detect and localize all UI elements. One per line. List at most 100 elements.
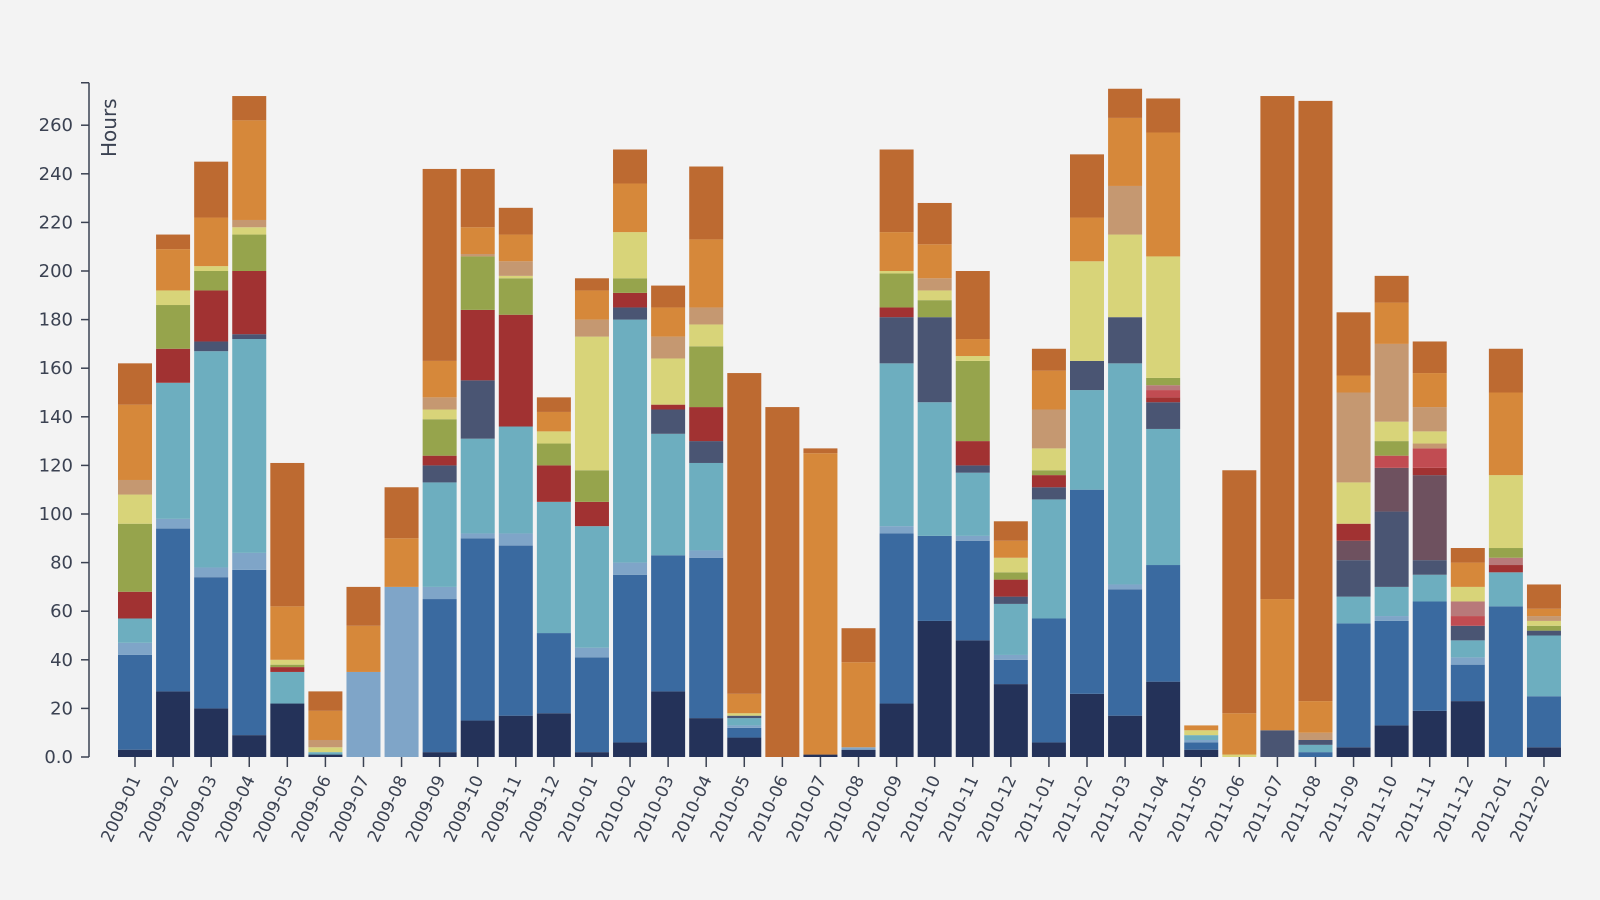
bar-segment <box>422 360 457 398</box>
bar-segment <box>1108 117 1143 186</box>
bar-stack-2012-01 <box>1488 348 1523 757</box>
bar-segment <box>613 278 648 293</box>
bar-segment <box>194 341 229 352</box>
bar-segment <box>460 227 495 254</box>
bar-segment <box>1336 392 1371 483</box>
bar-segment <box>1070 154 1104 218</box>
bars <box>118 88 1561 757</box>
y-tick-label: 100 <box>39 504 73 525</box>
bar-segment <box>993 579 1028 597</box>
bar-segment <box>1488 548 1523 558</box>
y-tick-label: 140 <box>39 407 73 428</box>
x-axis-labels: 2009-012009-022009-032009-042009-052009-… <box>97 757 1554 845</box>
bar-segment <box>727 713 762 716</box>
bar-segment <box>841 628 876 663</box>
bar-segment <box>498 275 533 279</box>
bar-segment <box>156 348 191 383</box>
bar-segment <box>1412 601 1447 711</box>
bar-stack-2010-01 <box>574 278 609 757</box>
bar-segment <box>1488 348 1523 393</box>
bar-segment <box>1260 96 1295 600</box>
bar-stack-2009-08 <box>384 487 419 757</box>
bar-segment <box>879 149 914 233</box>
bar-segment <box>574 278 609 291</box>
bar-segment <box>1222 713 1257 755</box>
bar-stack-2009-11 <box>498 207 533 757</box>
bar-stack-2010-11 <box>955 271 990 757</box>
bar-segment <box>460 720 495 757</box>
bar-stack-2009-12 <box>536 397 571 757</box>
bar-segment <box>574 657 609 753</box>
bar-stack-2011-11 <box>1412 341 1447 757</box>
bar-segment <box>1488 565 1523 573</box>
bar-segment <box>1260 730 1295 757</box>
bar-segment <box>727 693 762 714</box>
bar-segment <box>993 596 1028 604</box>
y-axis: 0.0 20 40 60 80 100 120 140 160 180 200 220 240 260 <box>39 82 90 768</box>
bar-segment <box>993 654 1028 660</box>
bar-segment <box>955 360 990 442</box>
bar-stack-2009-03 <box>194 161 229 757</box>
bar-segment <box>917 202 952 245</box>
bar-segment <box>346 671 381 757</box>
bar-segment <box>574 526 609 648</box>
bar-segment <box>460 438 495 534</box>
bar-segment <box>1336 312 1371 376</box>
bar-segment <box>422 397 457 410</box>
bar-stack-2011-03 <box>1108 88 1143 757</box>
bar-segment <box>232 234 267 271</box>
bar-segment <box>1336 747 1371 757</box>
bar-segment <box>727 373 762 694</box>
bar-segment <box>118 523 152 592</box>
bar-segment <box>1184 735 1219 740</box>
y-tick-label: 240 <box>39 164 73 185</box>
bar-segment <box>651 358 686 405</box>
bar-segment <box>613 574 648 743</box>
bar-segment <box>1031 448 1066 471</box>
bar-segment <box>460 533 495 539</box>
bar-segment <box>536 633 571 714</box>
bar-stack-2011-02 <box>1070 154 1104 757</box>
y-tick-label: 220 <box>39 212 73 233</box>
bar-segment <box>1031 409 1066 449</box>
bar-segment <box>841 747 876 750</box>
bar-segment <box>727 715 762 719</box>
y-tick-label: 0.0 <box>44 747 73 768</box>
bar-segment <box>727 718 762 726</box>
bar-segment <box>765 407 800 757</box>
y-tick-label: 40 <box>50 650 73 671</box>
bar-segment <box>613 183 648 233</box>
bar-segment <box>1412 443 1447 449</box>
bar-segment <box>422 465 457 483</box>
bar-segment <box>422 752 457 757</box>
bar-stack-2010-12 <box>993 521 1028 757</box>
bar-segment <box>1526 608 1561 617</box>
y-tick-label: 160 <box>39 358 73 379</box>
bar-segment <box>1108 584 1143 590</box>
bar-segment <box>1412 574 1447 602</box>
bar-segment <box>689 557 724 719</box>
bar-segment <box>194 217 229 267</box>
bar-segment <box>1374 441 1409 456</box>
bar-segment <box>917 300 952 318</box>
bar-segment <box>1298 701 1333 733</box>
bar-segment <box>1070 217 1104 262</box>
bar-segment <box>1336 540 1371 561</box>
bar-segment <box>194 351 229 568</box>
bar-segment <box>308 739 343 748</box>
bar-stack-2009-09 <box>422 168 457 757</box>
bar-segment <box>993 540 1028 558</box>
bar-segment <box>651 433 686 556</box>
bar-stack-2011-04 <box>1146 98 1181 757</box>
bar-segment <box>917 535 952 621</box>
bar-segment <box>232 219 267 228</box>
bar-segment <box>993 603 1028 655</box>
bar-stack-2010-09 <box>879 149 914 757</box>
bar-segment <box>232 271 267 335</box>
bar-segment <box>1184 742 1219 750</box>
bar-segment <box>498 533 533 546</box>
bar-segment <box>613 232 648 279</box>
bar-segment <box>194 161 229 218</box>
bar-segment <box>1488 606 1523 757</box>
